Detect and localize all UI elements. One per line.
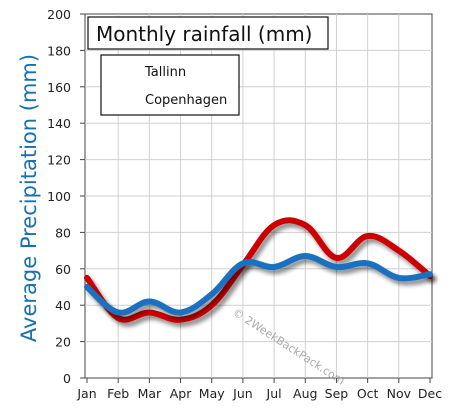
- y-tick-label: 180: [47, 43, 71, 58]
- legend-label-copenhagen: Copenhagen: [145, 93, 227, 108]
- x-tick-label: Sep: [325, 386, 349, 401]
- x-tick-label: May: [199, 386, 225, 401]
- y-tick-label: 0: [63, 371, 71, 386]
- series-lines: [84, 217, 433, 323]
- y-axis: 0 20 40 60 80 100 120 140 160 180 200: [47, 7, 85, 386]
- x-tick-label: Oct: [357, 386, 379, 401]
- x-tick-label: Jun: [232, 386, 253, 401]
- y-tick-label: 200: [47, 7, 71, 22]
- x-tick-label: Dec: [418, 386, 442, 401]
- x-tick-label: Apr: [170, 386, 192, 401]
- y-tick-label: 140: [47, 116, 71, 131]
- chart-title: Monthly rainfall (mm): [96, 22, 312, 46]
- series-line-copenhagen: [84, 253, 433, 316]
- y-axis-label: Average Precipitation (mm): [17, 54, 41, 342]
- x-tick-label: Mar: [138, 386, 162, 401]
- x-tick-label: Jul: [266, 386, 282, 401]
- title-frame: [87, 16, 329, 50]
- title-box: Monthly rainfall (mm): [87, 16, 329, 50]
- y-tick-label: 40: [55, 298, 71, 313]
- legend-label-tallinn: Tallinn: [144, 65, 186, 80]
- y-tick-label: 100: [47, 189, 71, 204]
- x-tick-label: Feb: [107, 386, 129, 401]
- x-tick-label: Jan: [76, 386, 96, 401]
- legend-box: [100, 54, 240, 116]
- y-tick-label: 60: [55, 262, 71, 277]
- x-tick-label: Nov: [387, 386, 412, 401]
- x-axis: Jan Feb Mar Apr May Jun Jul Aug Sep Oct Nov Dec: [76, 378, 442, 401]
- series-line-tallinn: [84, 217, 433, 323]
- y-tick-label: 80: [55, 225, 71, 240]
- y-tick-label: 120: [47, 153, 71, 168]
- y-tick-label: 160: [47, 80, 71, 95]
- legend: Tallinn Copenhagen: [100, 54, 240, 116]
- x-tick-label: Aug: [293, 386, 317, 401]
- y-tick-label: 20: [55, 335, 71, 350]
